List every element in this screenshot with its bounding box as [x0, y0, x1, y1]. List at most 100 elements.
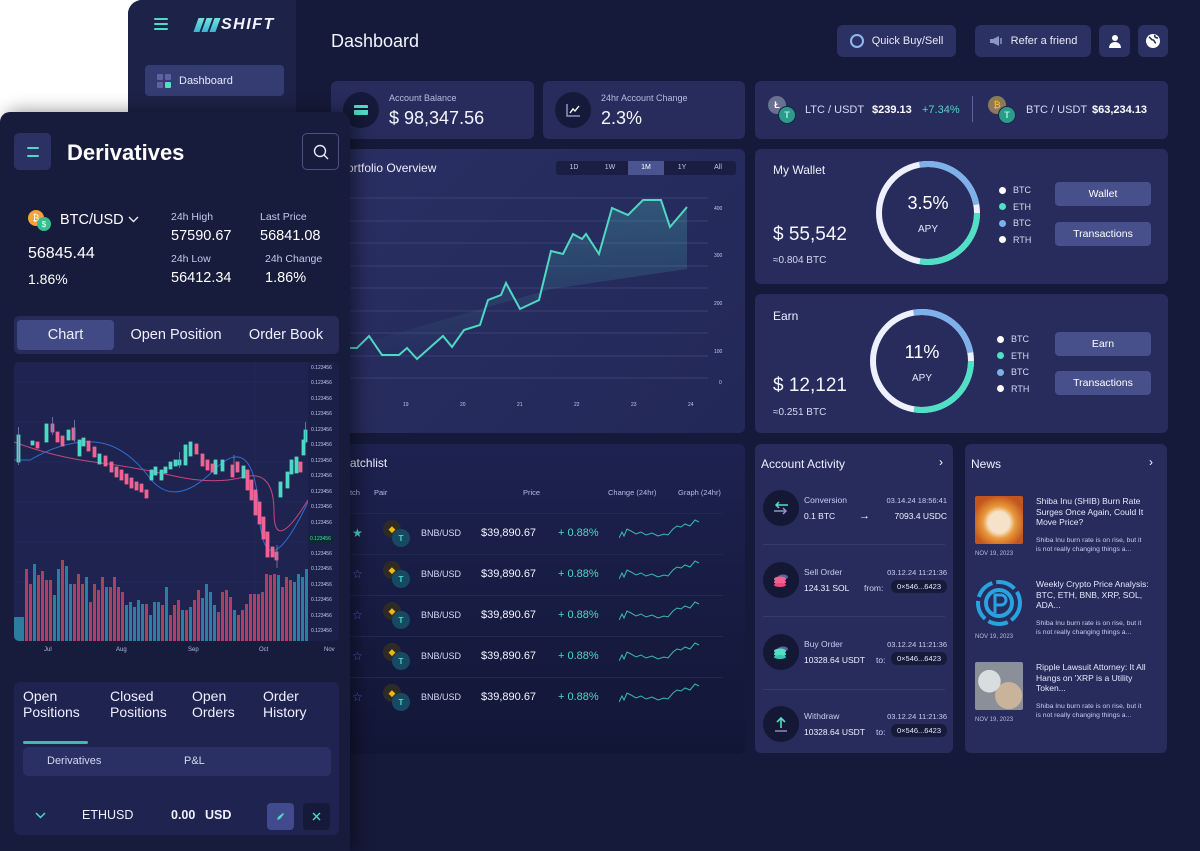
panel-title: Portfolio Overview — [339, 161, 437, 175]
tab-closed-positions[interactable]: Closed Positions — [110, 688, 167, 720]
range-tab-1m[interactable]: 1M — [628, 161, 664, 175]
earn-btc-equivalent: ≈0.251 BTC — [773, 407, 827, 418]
panel-title: Derivatives — [67, 140, 185, 165]
range-tab-1d[interactable]: 1D — [569, 164, 579, 171]
wallet-address[interactable]: 0×546...6423 — [890, 652, 947, 665]
watchlist-row[interactable]: ☆ ◆ T BNB/USD $39,890.67 + 0.88% — [339, 677, 723, 718]
svg-text:100: 100 — [714, 349, 723, 355]
news-item[interactable]: NOV 19, 2023 Shiba Inu (SHIB) Burn Rate … — [973, 496, 1163, 578]
candlestick-chart[interactable]: 0.123456 0.123456 0.123456 0.123456 0.12… — [14, 362, 339, 641]
legend-dot-icon — [997, 385, 1004, 393]
usdt-coin-icon: T — [392, 570, 410, 588]
legend-label: BTC — [1013, 218, 1031, 228]
axis-tick: 0.123456 — [311, 489, 332, 495]
change: + 0.88% — [558, 609, 599, 621]
wallet-address[interactable]: 0×546...6423 — [890, 724, 947, 737]
pair-selector[interactable]: ₿ $ BTC/USD — [28, 210, 146, 234]
tab-open-position[interactable]: Open Position — [130, 327, 222, 343]
tab-order-history[interactable]: Order History — [263, 688, 307, 720]
activity-amount: 10328.64 USDT — [804, 727, 865, 737]
stat-label: Account Balance — [389, 93, 457, 103]
quick-buy-sell-button[interactable]: Quick Buy/Sell — [837, 25, 956, 57]
wallet-transactions-button[interactable]: Transactions — [1055, 222, 1151, 246]
legend-dot-icon — [997, 368, 1004, 376]
svg-text:400: 400 — [714, 206, 723, 212]
legend-dot-icon — [999, 203, 1006, 211]
usdt-coin-icon: T — [392, 611, 410, 629]
divider — [763, 544, 945, 545]
activity-time: 03.12.24 11:21:36 — [887, 568, 947, 577]
star-outline-icon[interactable]: ☆ — [352, 567, 363, 581]
edit-position-button[interactable] — [267, 803, 294, 830]
svg-text:24: 24 — [688, 402, 694, 408]
news-description: Shiba Inu burn rate is on rise, but it i… — [1036, 620, 1142, 636]
chevron-down-icon[interactable] — [35, 812, 46, 819]
sidebar-item-dashboard[interactable]: Dashboard — [145, 65, 284, 96]
activity-item[interactable]: Sell Order 03.12.24 11:21:36 124.31 SOL … — [755, 552, 953, 624]
earn-transactions-button[interactable]: Transactions — [1055, 371, 1151, 395]
sparkline — [619, 519, 700, 539]
activity-item[interactable]: Withdraw 03.12.24 11:21:36 10328.64 USDT… — [755, 696, 953, 768]
chevron-right-icon[interactable]: › — [1149, 455, 1153, 469]
profile-button[interactable] — [1099, 25, 1130, 57]
exchange-coin-icon — [849, 34, 864, 48]
activity-item[interactable]: Buy Order 03.12.24 11:21:36 10328.64 USD… — [755, 624, 953, 696]
wallet-button[interactable]: Wallet — [1055, 182, 1151, 206]
tab-open-positions[interactable]: Open Positions — [23, 688, 80, 720]
range-tab-all[interactable]: All — [714, 164, 722, 171]
language-button[interactable] — [1138, 25, 1168, 57]
tab-order-book[interactable]: Order Book — [248, 327, 324, 343]
portfolio-overview-card: Portfolio Overview 1D 1W 1M 1Y All 400 30… — [331, 149, 745, 433]
wallet-apy-value: 3.5% — [907, 193, 949, 213]
watchlist-row[interactable]: ☆ ◆ T BNB/USD $39,890.67 + 0.88% — [339, 636, 723, 677]
star-outline-icon[interactable]: ☆ — [352, 649, 363, 663]
svg-text:19: 19 — [403, 402, 409, 408]
ticker-price: $63,234.13 — [1092, 104, 1148, 116]
search-button[interactable] — [302, 133, 339, 170]
legend-dot-icon — [997, 352, 1004, 360]
pair-label: BTC/USD — [60, 212, 124, 228]
star-filled-icon[interactable]: ★ — [352, 526, 363, 540]
news-item[interactable]: NOV 19, 2023 Ripple Lawsuit Attorney: It… — [973, 662, 1163, 744]
news-title: Weekly Crypto Price Analysis: BTC, ETH, … — [1036, 579, 1149, 610]
watchlist-card: Watchlist Watch Pair Price Change (24hr)… — [331, 444, 745, 754]
news-date: NOV 19, 2023 — [975, 634, 1014, 640]
chevron-right-icon[interactable]: › — [939, 455, 943, 469]
menu-icon[interactable] — [154, 18, 168, 32]
tab-open-orders[interactable]: Open Orders — [192, 688, 235, 720]
current-price: 56845.44 — [28, 245, 95, 262]
watchlist-row[interactable]: ★ ◆ T BNB/USD $39,890.67 + 0.88% — [339, 513, 723, 554]
coins-stack-icon — [763, 634, 799, 670]
stat-label: 24h Low — [171, 253, 211, 265]
position-pnl: 0.00 — [171, 808, 196, 822]
watchlist-row[interactable]: ☆ ◆ T BNB/USD $39,890.67 + 0.88% — [339, 554, 723, 595]
wallet-address[interactable]: 0×546...6423 — [890, 580, 947, 593]
star-outline-icon[interactable]: ☆ — [352, 608, 363, 622]
menu-button[interactable] — [14, 133, 51, 170]
news-thumbnail-xrp — [975, 662, 1023, 710]
refer-friend-button[interactable]: Refer a friend — [975, 25, 1091, 57]
divider — [972, 96, 973, 122]
activity-item[interactable]: Conversion 03.14.24 18:56:41 0.1 BTC → 7… — [755, 480, 953, 552]
news-item[interactable]: NOV 19, 2023 Weekly Crypto Price Analysi… — [973, 579, 1163, 661]
ticker-price: $239.13 — [872, 104, 912, 116]
apy-label: APY — [917, 224, 938, 235]
range-tab-1y[interactable]: 1Y — [677, 164, 687, 171]
axis-tick: 0.123456 — [311, 520, 332, 526]
low-24h: 56412.34 — [171, 270, 232, 286]
usdt-coin-icon: T — [392, 693, 410, 711]
activity-type: Buy Order — [804, 639, 843, 649]
axis-tick: 0.123456 — [311, 380, 332, 386]
range-tab-1w[interactable]: 1W — [604, 164, 616, 171]
globe-icon — [1146, 34, 1160, 48]
withdraw-arrow-up-icon — [763, 706, 799, 742]
svg-text:200: 200 — [714, 301, 723, 307]
tab-chart[interactable]: Chart — [17, 320, 114, 350]
position-symbol: ETHUSD — [82, 808, 134, 822]
watchlist-row[interactable]: ☆ ◆ T BNB/USD $39,890.67 + 0.88% — [339, 595, 723, 636]
close-position-button[interactable] — [303, 803, 330, 830]
legend-label: ETH — [1011, 350, 1029, 361]
star-outline-icon[interactable]: ☆ — [352, 690, 363, 704]
earn-button[interactable]: Earn — [1055, 332, 1151, 356]
price: $39,890.67 — [481, 691, 537, 703]
